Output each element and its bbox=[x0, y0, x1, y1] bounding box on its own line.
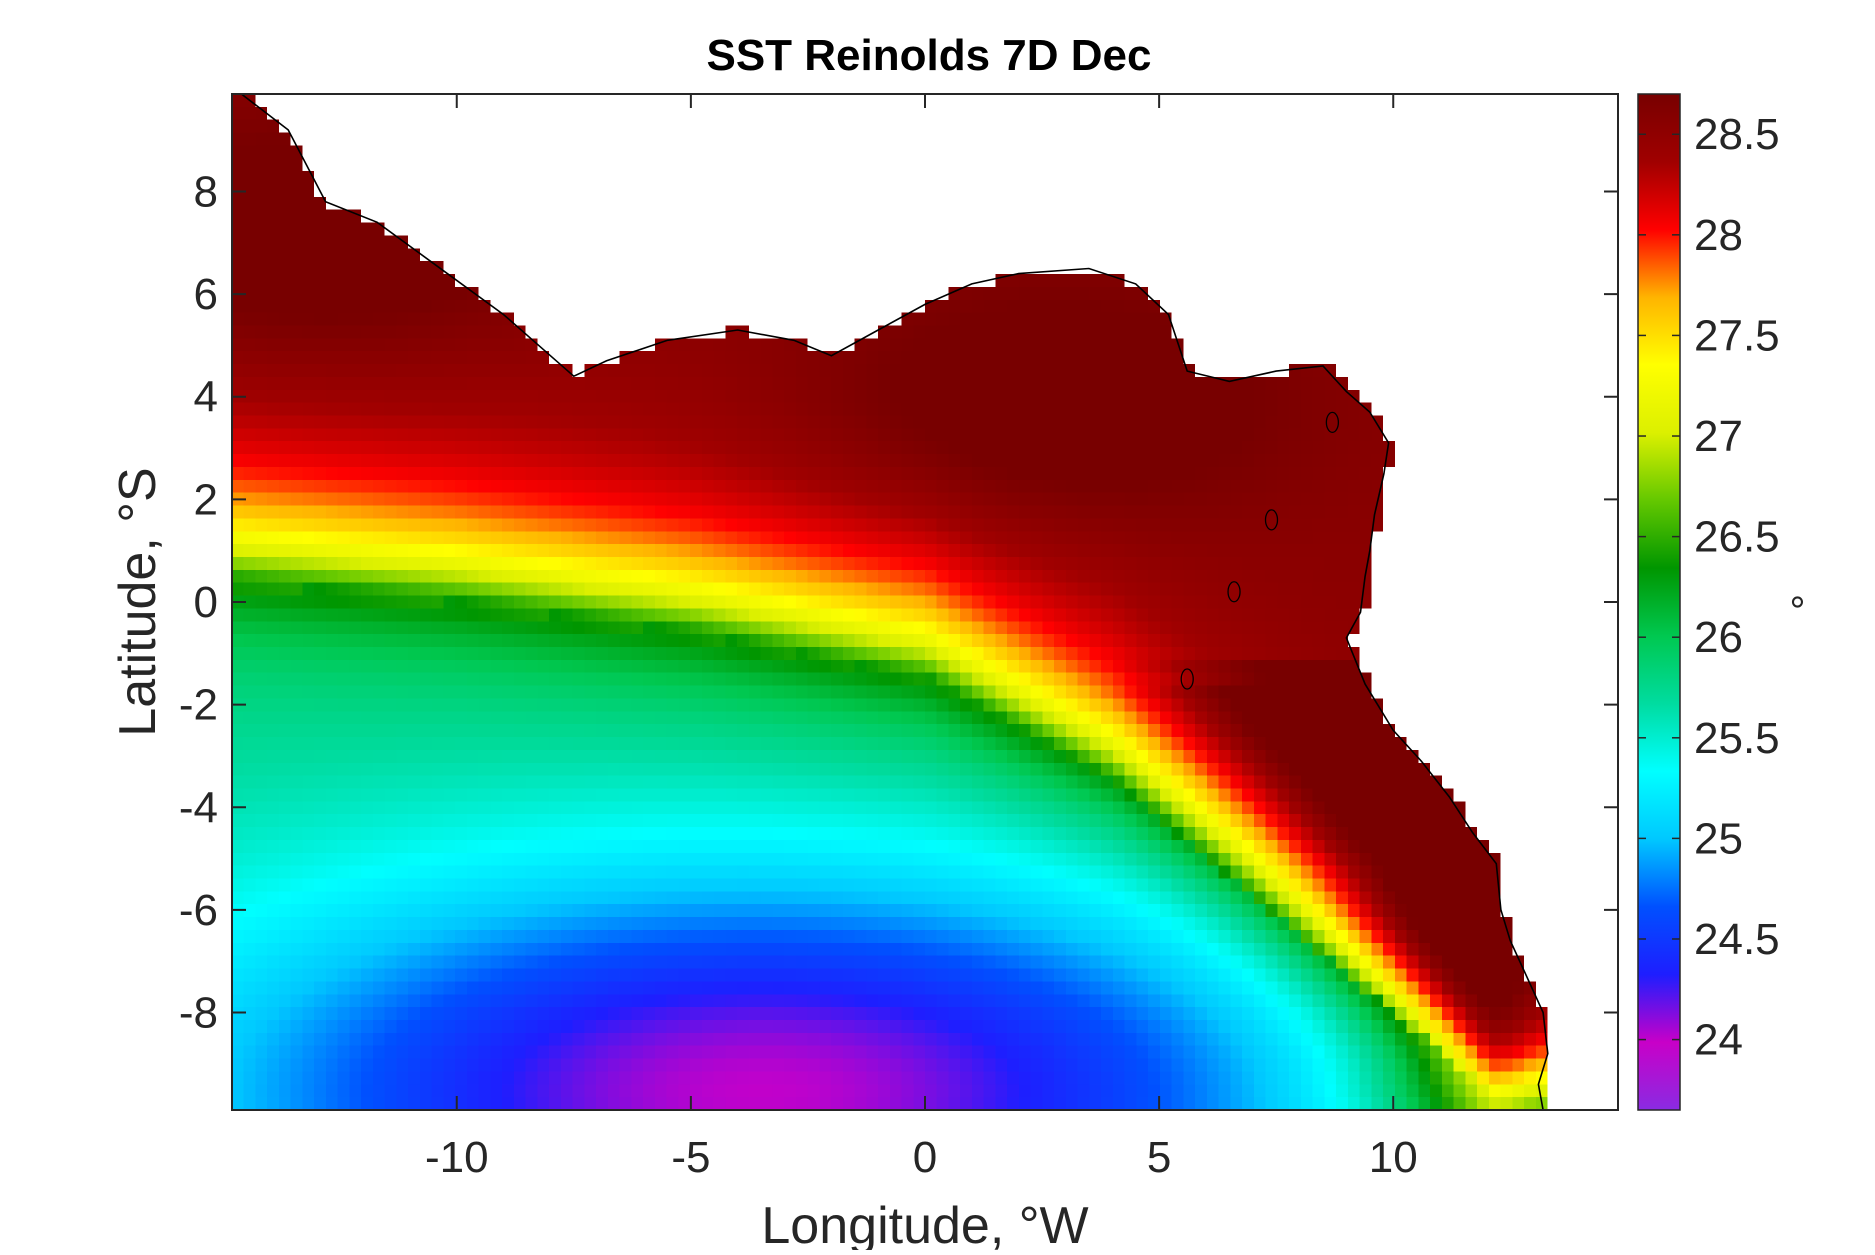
island-outline bbox=[1180, 668, 1194, 690]
colorbar-tick-label: 28.5 bbox=[1694, 110, 1780, 159]
y-axis: -8 -6 -4 -2 0 2 4 6 8 bbox=[179, 167, 1618, 1038]
colorbar-gradient bbox=[1637, 93, 1681, 1111]
colorbar: 24 24.5 25 25.5 26 26.5 27 27.5 28 28.5 ° bbox=[1637, 93, 1829, 1111]
y-tick-label: -4 bbox=[179, 783, 218, 832]
colorbar-tick-label: 28 bbox=[1694, 211, 1743, 260]
y-tick-label: -2 bbox=[179, 681, 218, 730]
y-tick-label: -8 bbox=[179, 989, 218, 1038]
x-tick-label: 10 bbox=[1369, 1133, 1418, 1182]
x-tick-label: 0 bbox=[913, 1133, 937, 1182]
x-axis: -10 -5 0 5 10 bbox=[425, 94, 1418, 1182]
y-tick-label: 2 bbox=[194, 475, 218, 524]
y-tick-label: 0 bbox=[194, 578, 218, 627]
y-axis-label: Latitude, °S bbox=[109, 467, 167, 736]
sst-heatmap bbox=[232, 94, 1618, 1110]
colorbar-tick-label: 24 bbox=[1694, 1016, 1743, 1065]
x-axis-label: Longitude, °W bbox=[761, 1197, 1088, 1250]
colorbar-tick-label: 27 bbox=[1694, 412, 1743, 461]
y-tick-label: 8 bbox=[194, 167, 218, 216]
chart-title: SST Reinolds 7D Dec bbox=[706, 31, 1151, 80]
x-tick-label: -10 bbox=[425, 1133, 489, 1182]
colorbar-tick-label: 27.5 bbox=[1694, 311, 1780, 360]
colorbar-tick-label: 26 bbox=[1694, 613, 1743, 662]
coastline-layer bbox=[240, 94, 1549, 1110]
y-tick-label: -6 bbox=[179, 886, 218, 935]
colorbar-tick-label: 25 bbox=[1694, 814, 1743, 863]
colorbar-tick-label: 24.5 bbox=[1694, 915, 1780, 964]
heatmap-layer bbox=[232, 94, 1618, 1110]
island-outline bbox=[1325, 411, 1340, 434]
island-outline bbox=[1227, 581, 1241, 603]
y-tick-label: 4 bbox=[194, 373, 218, 422]
island-outline bbox=[1264, 509, 1279, 531]
colorbar-tick-label: 25.5 bbox=[1694, 714, 1780, 763]
colorbar-ticks: 24 24.5 25 25.5 26 26.5 27 27.5 28 28.5 bbox=[1638, 110, 1780, 1065]
x-tick-label: -5 bbox=[671, 1133, 710, 1182]
colorbar-label: ° bbox=[1785, 594, 1829, 610]
x-tick-label: 5 bbox=[1147, 1133, 1171, 1182]
y-tick-label: 6 bbox=[194, 270, 218, 319]
colorbar-tick-label: 26.5 bbox=[1694, 513, 1780, 562]
coastline bbox=[240, 94, 1549, 1110]
